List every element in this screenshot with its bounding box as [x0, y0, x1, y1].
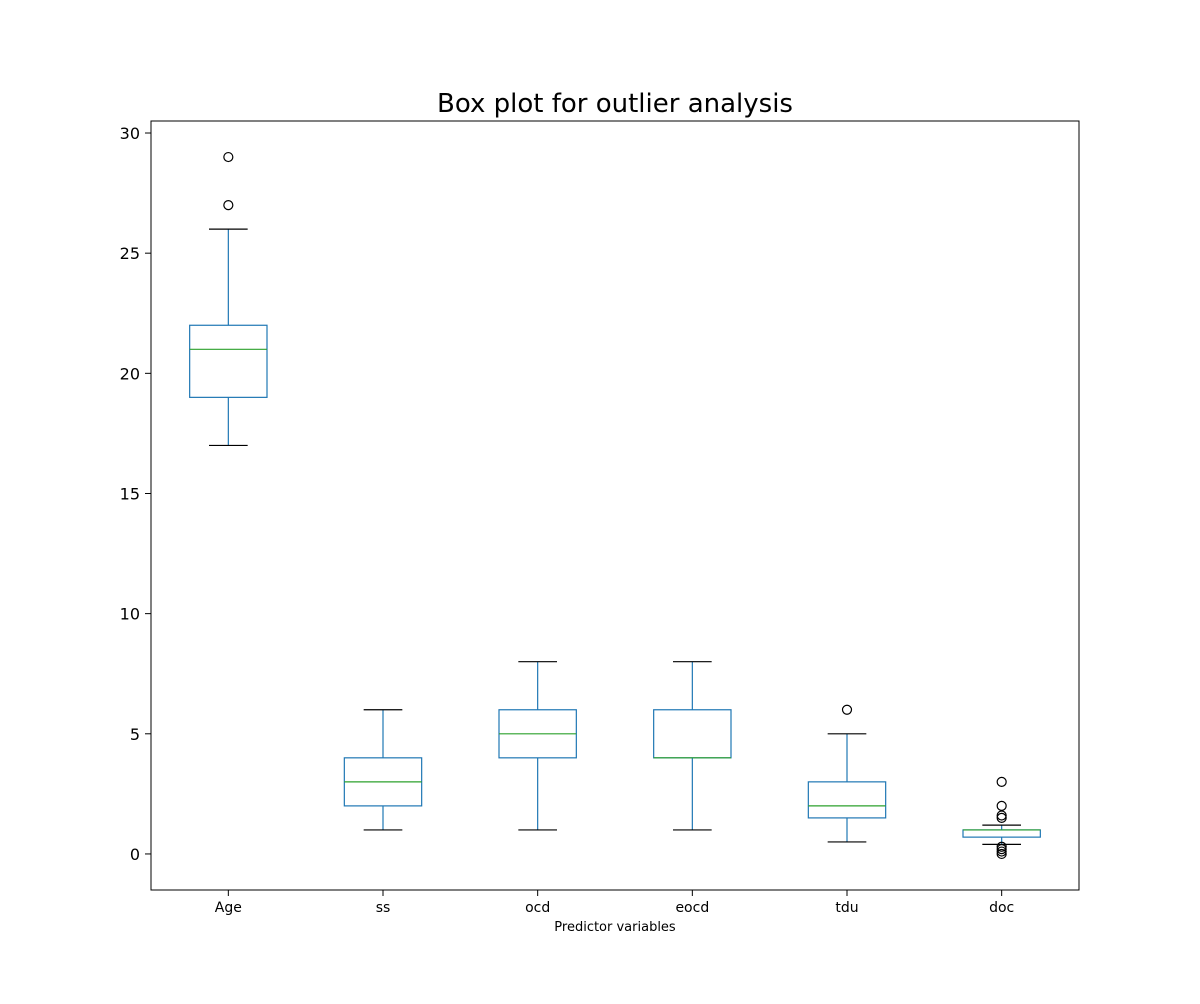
box-tdu [807, 704, 887, 843]
x-tick-label: tdu [835, 900, 858, 916]
outlier-point [223, 151, 234, 163]
iqr-box [962, 829, 1041, 838]
chart-title: Box plot for outlier analysis [437, 89, 793, 119]
box-doc [962, 776, 1041, 860]
iqr-box [807, 781, 887, 819]
outlier-point [996, 776, 1007, 787]
x-axis: Age ss ocd eocd tdu doc [215, 890, 1014, 916]
box-Age [189, 151, 268, 447]
outlier-point [996, 846, 1007, 857]
x-tick-label: ss [376, 900, 391, 916]
box-ss [343, 709, 423, 831]
x-tick-label: doc [989, 900, 1014, 916]
y-tick-label: 5 [130, 725, 140, 744]
x-tick-label: eocd [675, 900, 709, 916]
plot-area [189, 151, 1041, 860]
outlier-point [223, 200, 234, 211]
y-tick-label: 15 [120, 484, 140, 503]
box-eocd [653, 661, 732, 831]
y-tick-label: 10 [120, 605, 140, 624]
outlier-point [996, 800, 1007, 811]
outlier-point [996, 810, 1007, 821]
x-tick-label: ocd [525, 900, 550, 916]
x-axis-label: Predictor variables [554, 920, 676, 935]
iqr-box [189, 324, 268, 398]
outlier-point [996, 841, 1007, 852]
y-tick-label: 25 [120, 244, 140, 263]
y-tick-label: 30 [120, 124, 140, 143]
x-tick-label: Age [215, 900, 242, 916]
axes-frame [150, 120, 1080, 891]
outlier-point [996, 844, 1007, 855]
box-ocd [498, 661, 577, 831]
outlier-point [996, 812, 1007, 824]
outlier-point [996, 848, 1007, 860]
outlier-point [841, 704, 853, 715]
iqr-box [653, 709, 732, 759]
y-tick-label: 0 [130, 845, 140, 864]
y-axis: 0 5 10 15 20 25 30 [120, 124, 151, 864]
y-tick-label: 20 [120, 364, 140, 383]
